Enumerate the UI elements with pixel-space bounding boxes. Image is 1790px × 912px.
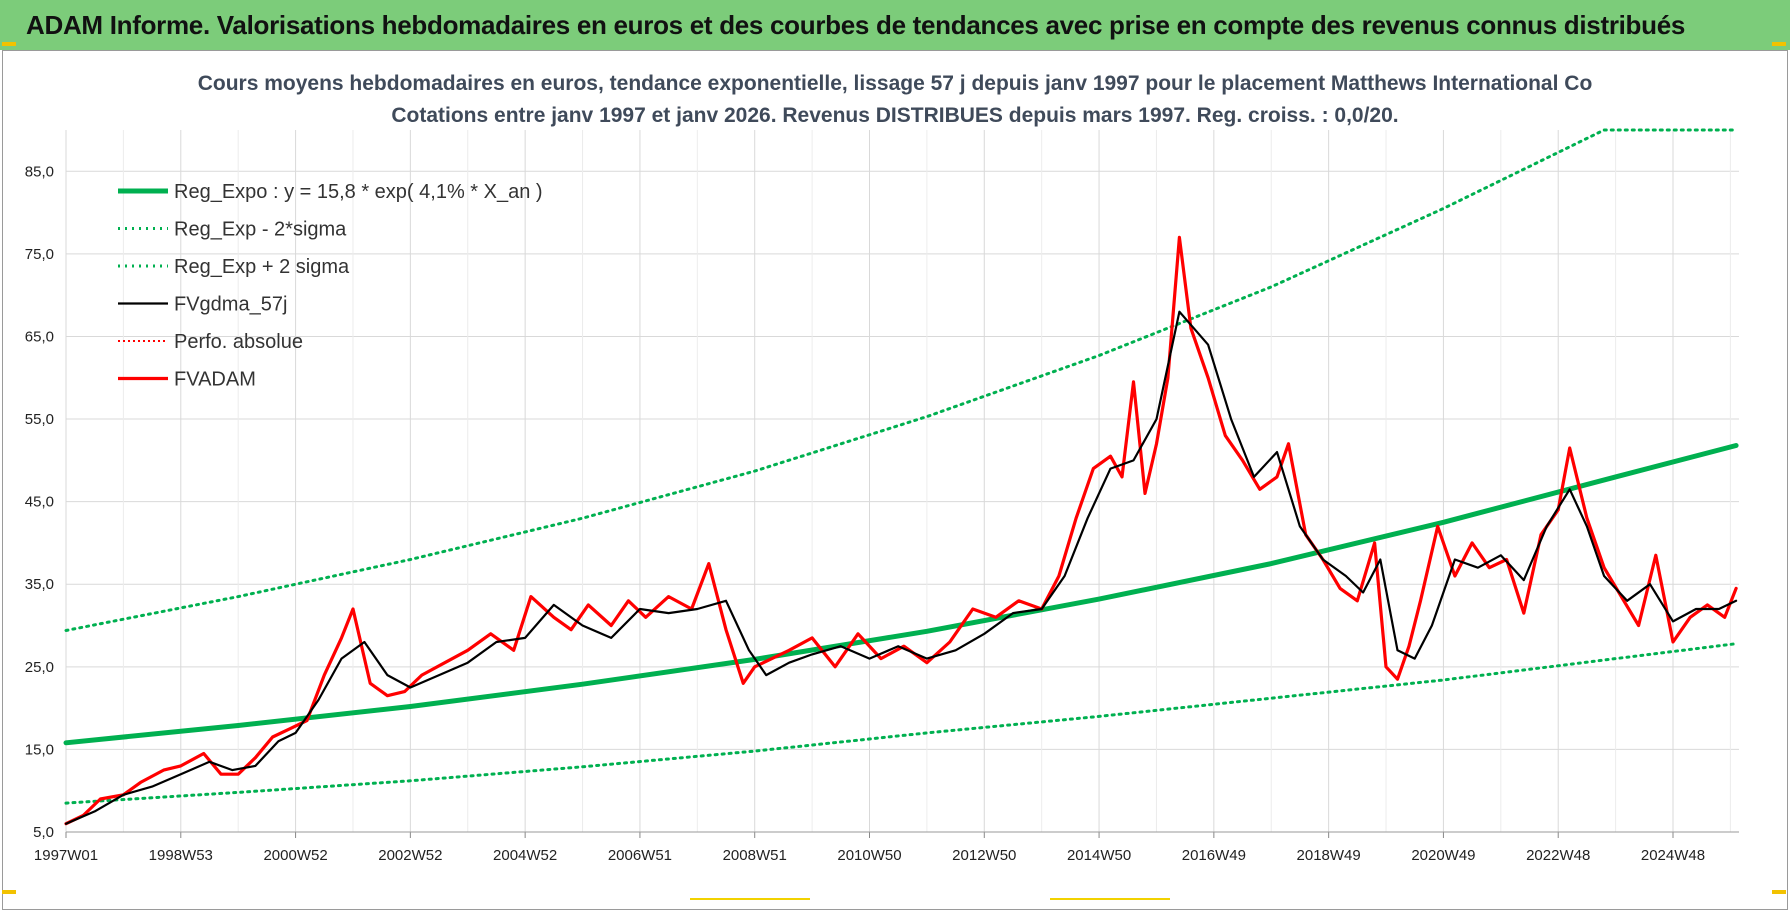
x-tick-label: 2018W49 — [1297, 847, 1361, 864]
corner-mark-bottom-right — [1772, 890, 1786, 894]
report-banner: ADAM Informe. Valorisations hebdomadaire… — [0, 0, 1790, 50]
x-tick-label: 2024W48 — [1641, 847, 1705, 864]
y-tick-label: 15,0 — [25, 741, 54, 758]
x-tick-label: 2004W52 — [493, 847, 557, 864]
corner-mark-bottom-left — [2, 890, 16, 894]
legend-label: Perfo. absolue — [174, 331, 303, 353]
y-tick-label: 55,0 — [25, 411, 54, 428]
series-line-2 — [64, 128, 1738, 632]
x-tick-label: 2002W52 — [378, 847, 442, 864]
legend-label: Reg_Expo : y = 15,8 * exp( 4,1% * X_an ) — [174, 181, 543, 203]
legend-label: Reg_Exp + 2 sigma — [174, 256, 350, 278]
x-tick-label: 2000W52 — [263, 847, 327, 864]
chart-axes: 5,0 15,0 25,0 35,0 45,0 55,0 65,0 75,0 85,0 1997W… — [25, 163, 1739, 864]
chart-grid — [65, 130, 1739, 833]
x-tick-label: 2010W50 — [837, 847, 901, 864]
selection-mark-2 — [1050, 898, 1170, 900]
x-tick-label: 2006W51 — [608, 847, 672, 864]
x-tick-label: 2020W49 — [1411, 847, 1475, 864]
corner-mark-top-right — [1772, 42, 1786, 46]
chart-title-line1: Cours moyens hebdomadaires en euros, ten… — [197, 72, 1593, 95]
x-tick-label: 2008W51 — [723, 847, 787, 864]
chart-legend: Reg_Expo : y = 15,8 * exp( 4,1% * X_an )… — [118, 181, 543, 391]
y-tick-label: 25,0 — [25, 659, 54, 676]
x-tick-label: 2012W50 — [952, 847, 1016, 864]
legend-label: Reg_Exp - 2*sigma — [174, 219, 347, 241]
y-tick-label: 75,0 — [25, 246, 54, 263]
selection-mark-1 — [690, 898, 810, 900]
legend-label: FVgdma_57j — [174, 294, 287, 316]
chart-title-line2: Cotations entre janv 1997 et janv 2026. … — [391, 104, 1399, 127]
y-tick-label: 35,0 — [25, 576, 54, 593]
chart-series — [63, 128, 1739, 826]
series-line-3 — [64, 310, 1738, 825]
corner-mark-top-left — [2, 42, 16, 46]
series-line-0 — [63, 443, 1739, 746]
x-tick-label: 2022W48 — [1526, 847, 1590, 864]
chart-frame — [2, 50, 1788, 910]
x-tick-label: 2014W50 — [1067, 847, 1131, 864]
x-tick-label: 1997W01 — [34, 847, 98, 864]
x-tick-label: 1998W53 — [149, 847, 213, 864]
y-tick-label: 65,0 — [25, 328, 54, 345]
y-tick-label: 45,0 — [25, 494, 54, 511]
x-tick-label: 2016W49 — [1182, 847, 1246, 864]
report-title: ADAM Informe. Valorisations hebdomadaire… — [26, 9, 1686, 40]
series-line-5 — [64, 235, 1738, 826]
legend-label: FVADAM — [174, 369, 256, 391]
y-tick-label: 5,0 — [33, 824, 54, 841]
series-line-1 — [64, 642, 1738, 805]
y-tick-label: 85,0 — [25, 163, 54, 180]
